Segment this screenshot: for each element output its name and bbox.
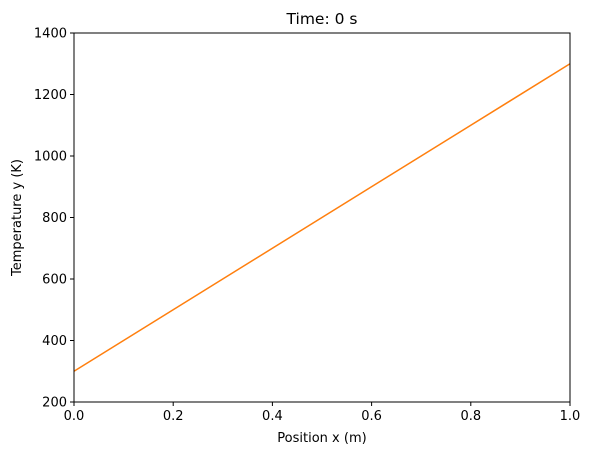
series-layer — [73, 63, 571, 372]
y-tick-label: 400 — [42, 334, 67, 349]
y-tick-label: 1200 — [34, 88, 67, 103]
y-tick-label: 1400 — [34, 27, 67, 42]
y-tick-label: 800 — [42, 211, 67, 226]
x-tick-label: 0.2 — [163, 409, 184, 424]
y-tick-label: 1000 — [34, 150, 67, 165]
y-axis-label: Temperature y (K) — [10, 159, 25, 277]
x-tick-label: 0.4 — [262, 409, 283, 424]
x-tick-label: 0.8 — [460, 409, 481, 424]
x-tick-label: 1.0 — [560, 409, 581, 424]
x-axis-label: Position x (m) — [277, 431, 366, 446]
y-tick-label: 600 — [42, 273, 67, 288]
x-axis-ticks: 0.0 0.2 0.4 0.6 0.8 1.0 — [64, 402, 581, 424]
y-tick-label: 200 — [42, 396, 67, 411]
chart-title: Time: 0 s — [286, 10, 358, 28]
x-tick-label: 0.6 — [361, 409, 382, 424]
series-line-0 — [73, 63, 571, 372]
x-tick-label: 0.0 — [64, 409, 85, 424]
y-axis-ticks: 200 400 600 800 1000 1200 1400 — [34, 27, 74, 411]
